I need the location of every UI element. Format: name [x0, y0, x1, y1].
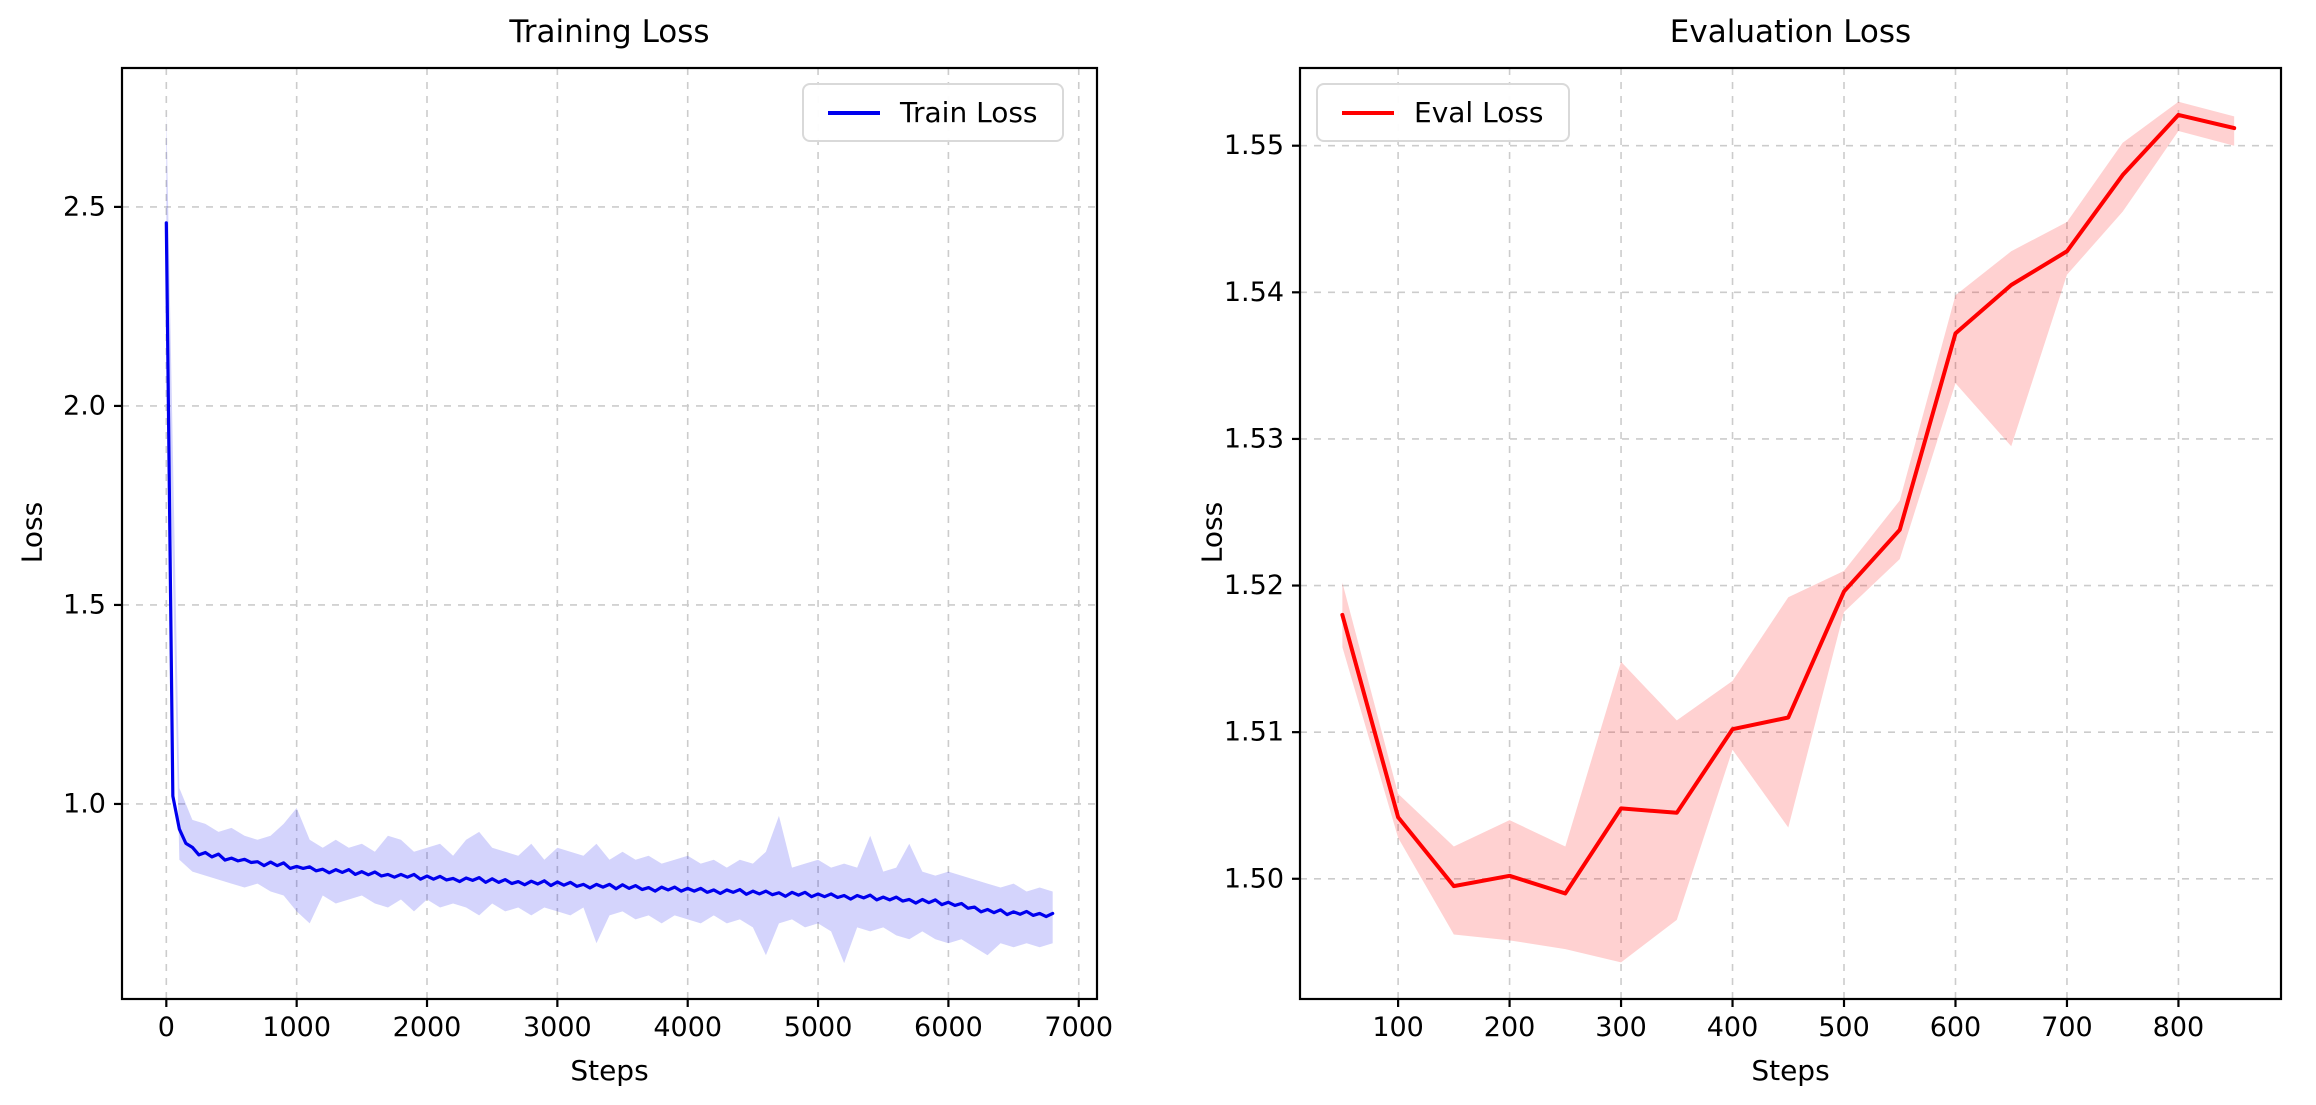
x-tick-label: 5000 [784, 1012, 853, 1043]
x-tick-label: 0 [158, 1012, 175, 1043]
training-legend: Train Loss [802, 83, 1064, 142]
y-tick-label: 1.50 [1224, 863, 1284, 894]
evaluation-legend: Eval Loss [1316, 83, 1570, 142]
train-loss-line-sample-icon [828, 110, 880, 115]
x-tick-label: 7000 [1044, 1012, 1113, 1043]
training-x-axis-label: Steps [570, 1054, 649, 1087]
y-tick-label: 1.51 [1224, 717, 1284, 748]
y-tick-label: 2.0 [63, 390, 106, 421]
eval-loss-line-sample-icon [1342, 110, 1394, 115]
y-tick-label: 1.55 [1224, 130, 1284, 161]
evaluation-x-axis-label: Steps [1751, 1054, 1830, 1087]
x-tick-label: 4000 [653, 1012, 722, 1043]
x-tick-label: 200 [1484, 1012, 1536, 1043]
eval-loss-band [1342, 101, 2235, 963]
y-tick-label: 2.5 [63, 191, 106, 222]
eval-loss-legend-label: Eval Loss [1414, 96, 1544, 129]
training-chart-title: Training Loss [509, 14, 710, 50]
x-tick-label: 2000 [393, 1012, 462, 1043]
train-loss-legend-label: Train Loss [900, 96, 1038, 129]
y-tick-label: 1.52 [1224, 570, 1284, 601]
y-tick-label: 1.53 [1224, 423, 1284, 454]
x-tick-label: 1000 [262, 1012, 331, 1043]
x-tick-label: 100 [1372, 1012, 1424, 1043]
x-tick-label: 800 [2153, 1012, 2205, 1043]
train-loss-line [164, 221, 1055, 919]
evaluation-chart-title: Evaluation Loss [1669, 14, 1912, 50]
train-loss-band [166, 111, 1053, 964]
x-tick-label: 500 [1818, 1012, 1870, 1043]
x-tick-label: 3000 [523, 1012, 592, 1043]
axes-spines [1298, 66, 2283, 1001]
y-tick-label: 1.5 [63, 589, 106, 620]
training-y-axis-label: Loss [15, 501, 49, 564]
x-tick-label: 6000 [914, 1012, 983, 1043]
axes-spines [120, 66, 1099, 1001]
x-tick-label: 700 [2041, 1012, 2093, 1043]
y-tick-label: 1.0 [63, 788, 106, 819]
eval-loss-line [1340, 112, 2237, 896]
x-tick-label: 400 [1707, 1012, 1759, 1043]
y-tick-label: 1.54 [1224, 277, 1284, 308]
x-tick-label: 600 [1930, 1012, 1982, 1043]
x-tick-label: 300 [1595, 1012, 1647, 1043]
evaluation-y-axis-label: Loss [1195, 501, 1229, 564]
